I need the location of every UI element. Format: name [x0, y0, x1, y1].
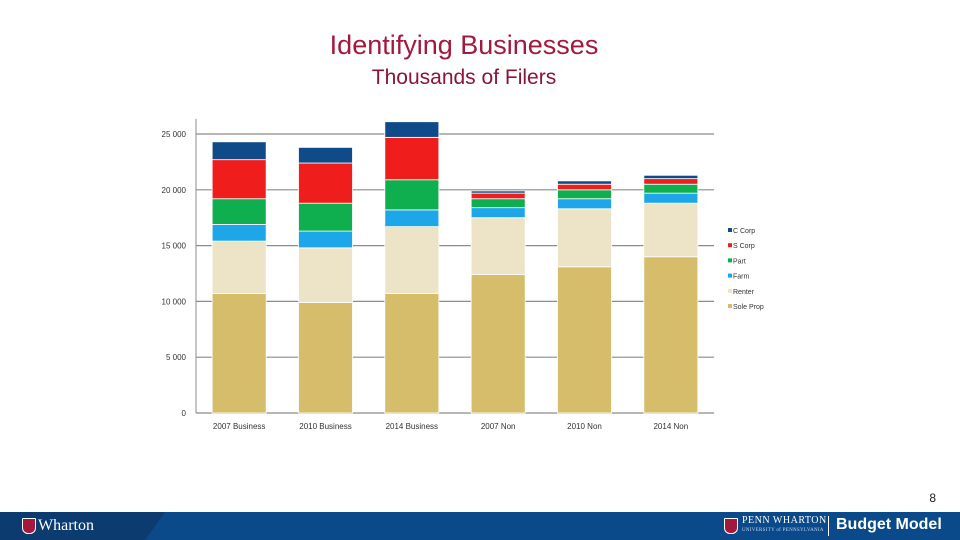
bar-segment: [298, 202, 353, 232]
budget-model-text: Budget Model: [836, 516, 942, 533]
bar-segment: [643, 202, 699, 258]
bar-segment: [298, 230, 353, 249]
penn-shield-icon: [724, 518, 738, 534]
bar-segment: [384, 121, 440, 138]
bar-segment: [643, 183, 699, 194]
bar-segment: [211, 141, 267, 161]
y-tick-label: 25 000: [162, 130, 187, 139]
legend-swatch: [728, 273, 732, 278]
x-category-label: 2014 Business: [386, 422, 438, 431]
stacked-bar-chart: 0 5 000 10 000 15 000 20 000 25 000 2007 Busin…: [162, 118, 764, 431]
y-tick-label: 10 000: [162, 297, 187, 306]
footer-bar: Wharton PENN WHARTON UNIVERSITY of PENNS…: [0, 512, 960, 540]
y-tick-label: 0: [182, 409, 187, 418]
legend-label: Sole Prop: [733, 304, 764, 311]
bar-segment: [298, 247, 353, 303]
bar-segment: [384, 226, 440, 294]
legend-label: S Corp: [733, 243, 755, 250]
bar-segment: [470, 274, 526, 414]
bar-segment: [643, 178, 699, 185]
bar-segment: [470, 198, 526, 209]
bar-segment: [470, 207, 526, 219]
x-category-label: 2007 Business: [213, 422, 265, 431]
legend-swatch: [728, 228, 732, 232]
bar-segment: [643, 192, 699, 204]
penn-wharton-logo-text: PENN WHARTON: [742, 515, 827, 526]
bar-segment: [298, 162, 353, 204]
bar-segment: [384, 209, 440, 228]
legend-swatch: [728, 288, 732, 293]
bar-segment: [557, 189, 612, 200]
wharton-logo-text: Wharton: [38, 517, 94, 534]
bar-segment: [211, 223, 267, 242]
y-tick-label: 15 000: [162, 242, 187, 251]
bar-segment: [384, 136, 440, 181]
y-tick-label: 20 000: [162, 186, 187, 195]
bar-segment: [470, 190, 526, 194]
bar-segment: [470, 192, 526, 200]
x-category-label: 2007 Non: [481, 422, 516, 431]
bar-segment: [557, 266, 612, 414]
legend-label: C Corp: [733, 228, 755, 235]
bar-segment: [211, 293, 267, 414]
legend-label: Part: [733, 258, 746, 265]
bar-segment: [643, 174, 699, 180]
bar-segment: [557, 183, 612, 191]
chart-subtitle: Thousands of Filers: [371, 66, 557, 89]
bar-segment: [557, 198, 612, 210]
x-category-label: 2010 Business: [299, 422, 351, 431]
bar-segment: [643, 256, 699, 414]
bar-segment: [557, 180, 612, 185]
x-category-label: 2010 Non: [567, 422, 602, 431]
bar-segment: [384, 293, 440, 414]
bar-segment: [557, 208, 612, 268]
y-tick-label: 5 000: [166, 353, 187, 362]
wharton-shield-icon: [22, 518, 36, 534]
bar-segment: [211, 159, 267, 200]
legend-swatch: [728, 258, 732, 263]
bar-segment: [470, 217, 526, 276]
legend-label: Renter: [733, 289, 755, 296]
bar-segment: [211, 198, 267, 225]
legend-swatch: [728, 304, 732, 308]
bar-segment: [298, 302, 353, 414]
penn-logo-subtext: UNIVERSITY of PENNSYLVANIA: [742, 528, 824, 533]
x-category-label: 2014 Non: [653, 422, 688, 431]
legend-label: Farm: [733, 274, 750, 281]
bar-segment: [384, 179, 440, 211]
chart-title: Identifying Businesses: [329, 30, 599, 60]
bar-segment: [298, 146, 353, 164]
page-number: 8: [929, 491, 936, 505]
logo-divider: [828, 516, 829, 536]
bar-segment: [211, 240, 267, 294]
legend-swatch: [728, 243, 732, 248]
